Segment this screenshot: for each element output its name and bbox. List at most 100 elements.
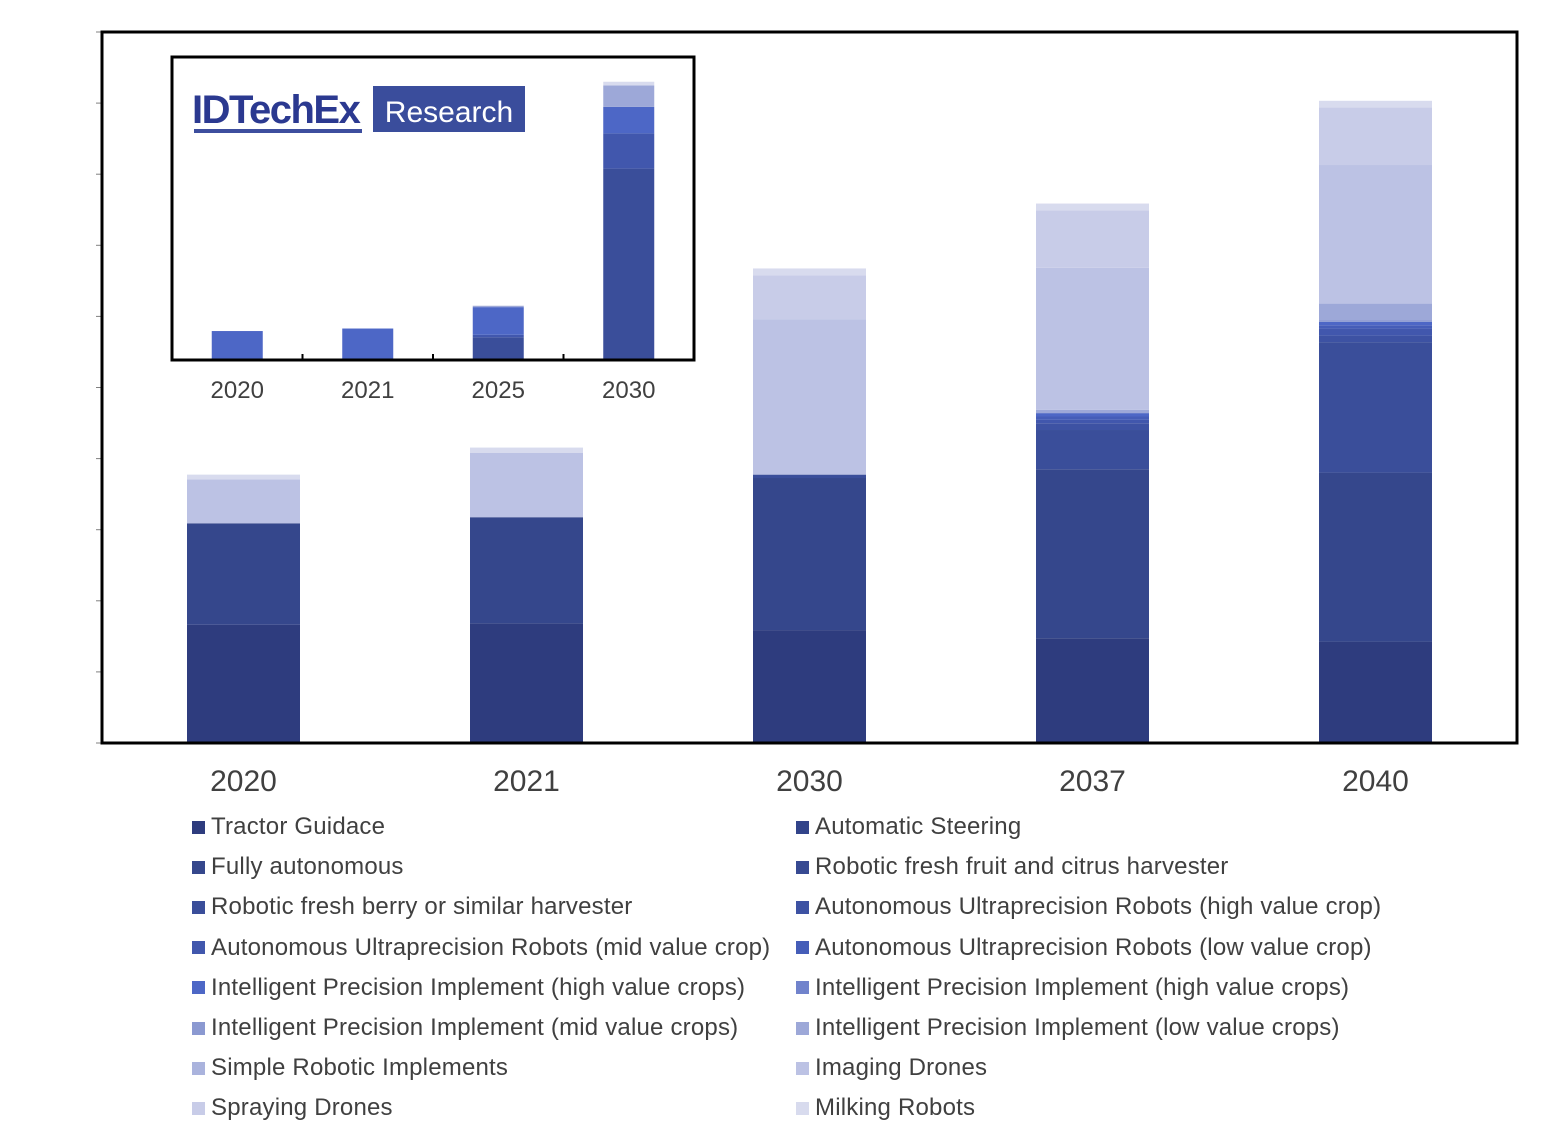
- inset-bar-segment: [472, 305, 524, 308]
- logo-brand: IDTechEx: [192, 88, 361, 132]
- inset-x-tick-label: 2030: [602, 377, 655, 404]
- bar-segment: [1036, 469, 1149, 639]
- legend-item: Automatic Steering: [796, 812, 1021, 842]
- bar-segment: [1319, 472, 1432, 642]
- legend-swatch: [796, 1101, 809, 1115]
- legend-label: Autonomous Ultraprecision Robots (low va…: [815, 933, 1372, 961]
- legend-item: Robotic fresh berry or similar harvester: [192, 892, 632, 922]
- bar-segment: [187, 523, 300, 625]
- legend-swatch: [796, 820, 809, 834]
- bar-segment: [470, 623, 583, 743]
- x-tick-label: 2021: [493, 765, 560, 798]
- legend-label: Intelligent Precision Implement (mid val…: [211, 1014, 739, 1041]
- legend-item: Fully autonomous: [192, 852, 404, 882]
- legend-item: Intelligent Precision Implement (high va…: [796, 973, 1349, 1003]
- inset-bar-segment: [472, 337, 524, 360]
- legend-label: Simple Robotic Implements: [211, 1054, 509, 1082]
- bar-segment: [1036, 430, 1149, 470]
- bar-segment: [1319, 321, 1432, 326]
- inset-bar-segment: [342, 328, 394, 360]
- bar-segment: [1319, 641, 1432, 743]
- logo-tag: Research: [385, 96, 513, 129]
- bar-segment: [753, 478, 866, 631]
- legend-item: Robotic fresh fruit and citrus harvester: [796, 852, 1229, 882]
- legend-label: Milking Robots: [815, 1094, 976, 1122]
- bar-segment: [1319, 328, 1432, 336]
- legend-label: Intelligent Precision Implement (high va…: [815, 973, 1350, 1001]
- bar-segment: [1319, 107, 1432, 166]
- legend-label: Intelligent Precision Implement (high va…: [211, 973, 746, 1001]
- bar-segment: [753, 630, 866, 743]
- bar-segment: [1036, 416, 1149, 420]
- legend-label: Spraying Drones: [211, 1094, 393, 1122]
- bar-segment: [1319, 342, 1432, 473]
- x-tick-label: 2020: [210, 765, 277, 798]
- legend-label: Automatic Steering: [815, 813, 1022, 840]
- inset-x-labels: 2020 2021 2025 2030: [211, 377, 656, 404]
- inset-bar-segment: [603, 133, 655, 169]
- plot-frame: [100, 30, 1519, 745]
- legend-swatch: [192, 941, 205, 955]
- legend-item: Spraying Drones: [192, 1093, 393, 1123]
- legend-item: Intelligent Precision Implement (low val…: [796, 1013, 1340, 1043]
- logo-tag-box: [373, 86, 525, 132]
- main-bars: [187, 100, 1432, 743]
- chart-svg: 2020 2021 2030 2037 2040 2020 2021 2025 2030 ID…: [96, 30, 1519, 798]
- legend-swatch: [796, 941, 809, 955]
- bar-segment: [1036, 409, 1149, 414]
- legend-label: Robotic fresh fruit and citrus harvester: [815, 853, 1229, 881]
- legend-swatch: [192, 1021, 205, 1035]
- bar-segment: [1319, 325, 1432, 329]
- legend-label: Imaging Drones: [815, 1054, 988, 1082]
- x-tick-label: 2037: [1059, 765, 1126, 798]
- bar-segment: [1036, 267, 1149, 410]
- legend-swatch: [796, 981, 809, 995]
- bar-segment: [753, 268, 866, 276]
- bar-segment: [1319, 320, 1432, 322]
- bar-segment: [1319, 165, 1432, 304]
- inset-bar-segment: [603, 85, 655, 107]
- legend-label: Autonomous Ultraprecision Robots (high v…: [815, 893, 1382, 921]
- legend-item: Milking Robots: [796, 1093, 975, 1123]
- bar-segment: [1319, 335, 1432, 343]
- bar-segment: [1036, 423, 1149, 431]
- legend-item: Simple Robotic Implements: [192, 1053, 508, 1083]
- bar-segment: [187, 474, 300, 480]
- inset-x-ticks: [301, 354, 565, 360]
- legend-label: Fully autonomous: [211, 853, 404, 881]
- x-tick-label: 2030: [776, 765, 843, 798]
- inset-bar-segment: [211, 331, 263, 360]
- bar-segment: [1036, 419, 1149, 424]
- inset-bar-segment: [603, 168, 655, 360]
- x-tick-label: 2040: [1342, 765, 1409, 798]
- legend-swatch: [192, 900, 205, 914]
- inset-chart: 2020 2021 2025 2030 IDTechEx Research: [170, 55, 696, 404]
- bar-segment: [1036, 413, 1149, 417]
- legend-item: Imaging Drones: [796, 1053, 987, 1083]
- legend-swatch: [192, 981, 205, 995]
- bar-segment: [753, 474, 866, 479]
- legend-swatch: [796, 860, 809, 874]
- bar-segment: [470, 452, 583, 518]
- bar-segment: [1319, 303, 1432, 321]
- bar-segment: [1319, 100, 1432, 108]
- legend-swatch: [192, 860, 205, 874]
- bar-segment: [753, 275, 866, 320]
- inset-bar-segment: [472, 305, 524, 306]
- legend-item: Autonomous Ultraprecision Robots (high v…: [796, 892, 1381, 922]
- bar-segment: [187, 624, 300, 743]
- bar-segment: [187, 479, 300, 524]
- x-axis-labels: 2020 2021 2030 2037 2040: [210, 765, 1409, 798]
- inset-bar-segment: [472, 307, 524, 335]
- bar-segment: [1036, 638, 1149, 743]
- legend-item: Autonomous Ultraprecision Robots (low va…: [796, 933, 1372, 963]
- legend-item: Autonomous Ultraprecision Robots (mid va…: [192, 933, 770, 963]
- inset-x-tick-label: 2021: [341, 377, 394, 404]
- inset-bars: [211, 81, 655, 360]
- bar-segment: [470, 447, 583, 453]
- inset-bar-segment: [472, 334, 524, 338]
- idtechex-logo: IDTechEx Research: [192, 86, 525, 133]
- legend-item: Intelligent Precision Implement (high va…: [192, 973, 745, 1003]
- legend-item: Intelligent Precision Implement (mid val…: [192, 1013, 738, 1043]
